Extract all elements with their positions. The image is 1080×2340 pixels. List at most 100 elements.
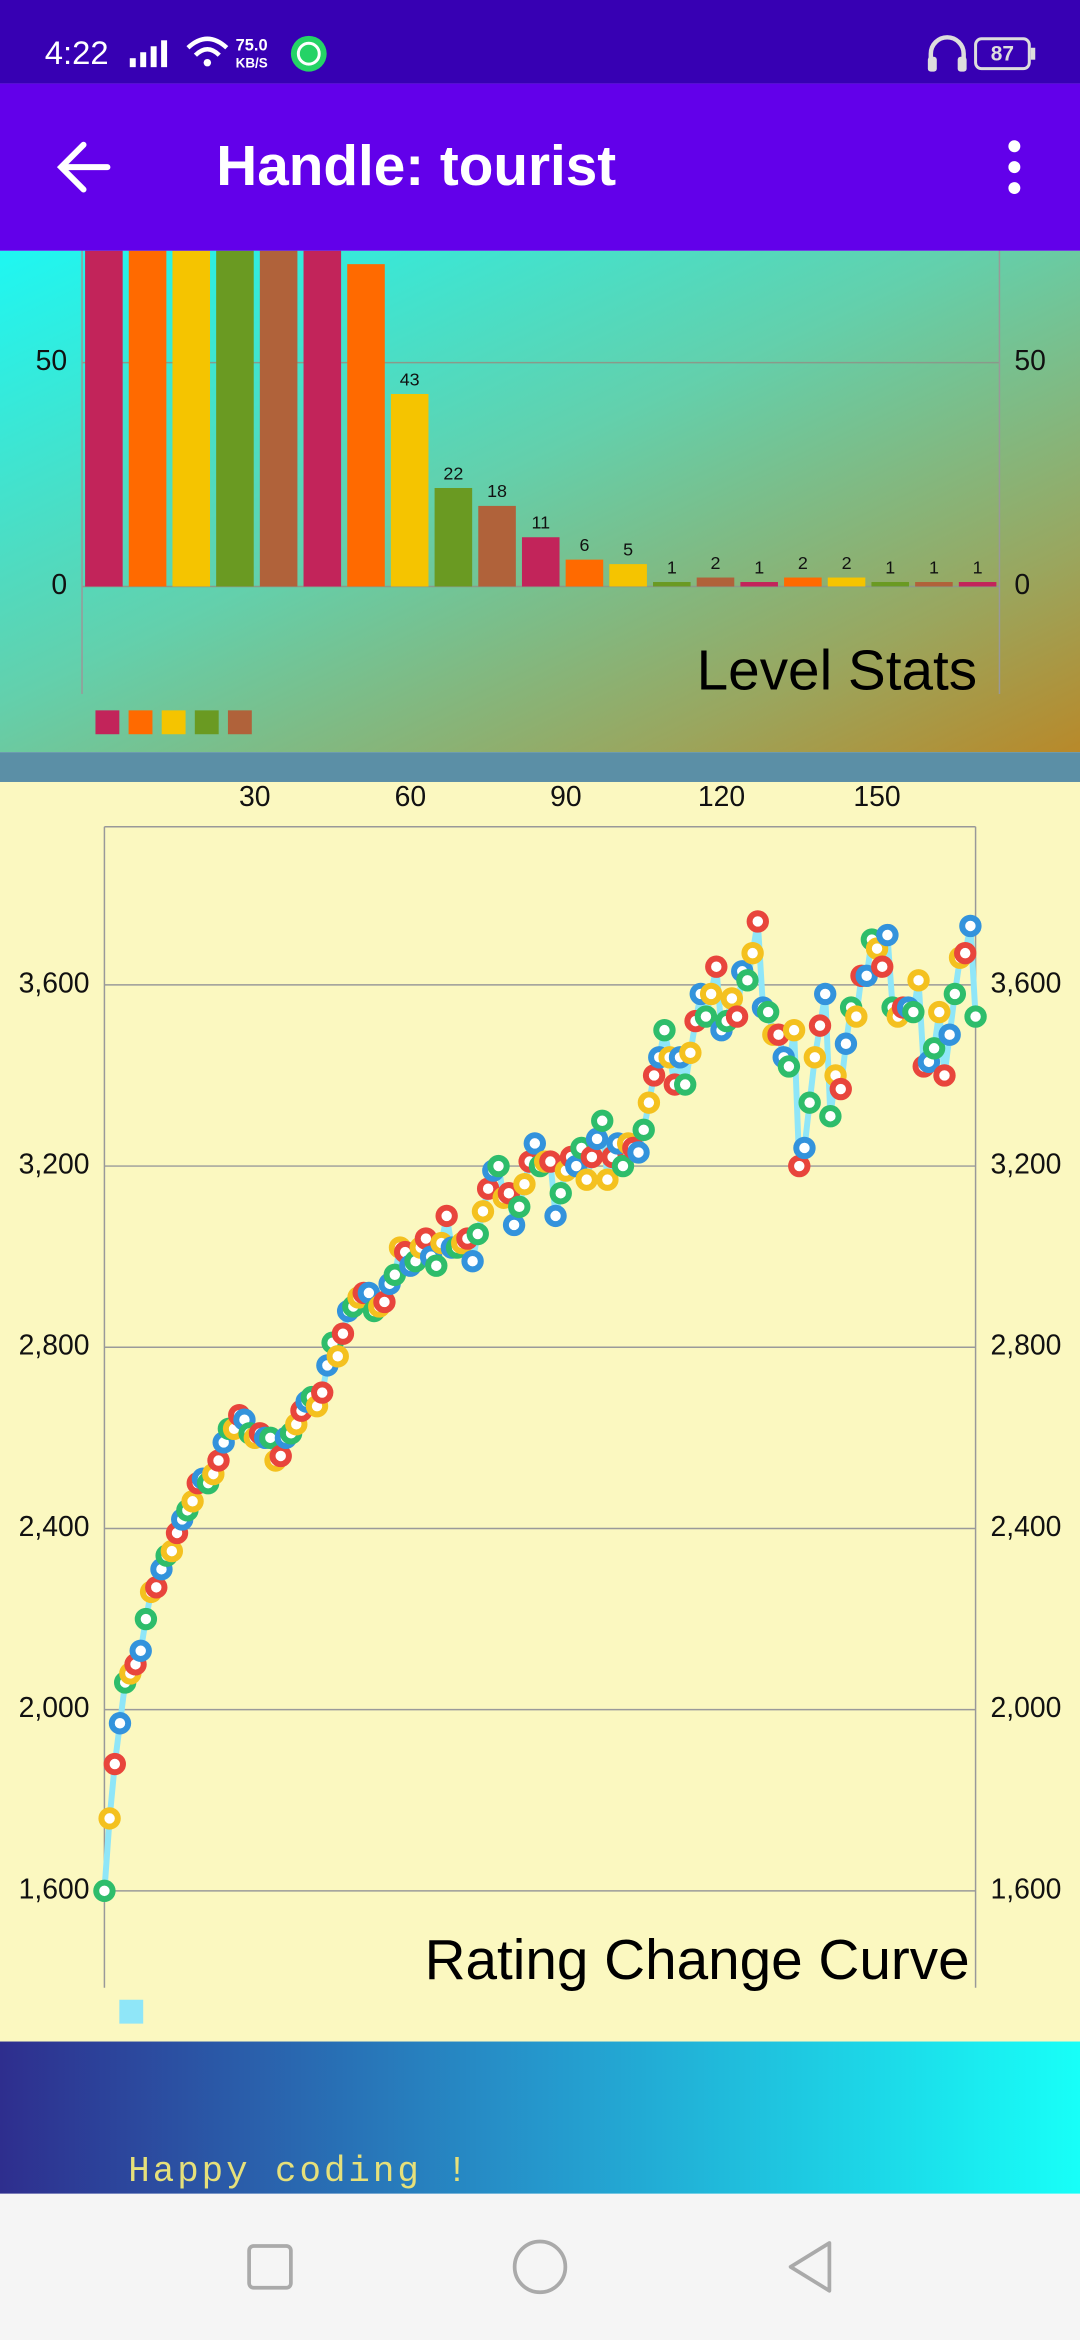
app-title: Handle: tourist bbox=[216, 135, 616, 198]
bar bbox=[827, 577, 866, 587]
rating-point bbox=[93, 1879, 116, 1903]
bar bbox=[958, 582, 997, 587]
recents-button[interactable] bbox=[247, 2244, 293, 2290]
rating-point bbox=[425, 1254, 448, 1277]
rating-point bbox=[653, 1018, 676, 1042]
menu-button[interactable] bbox=[1008, 140, 1021, 195]
chart-title: Rating Change Curve bbox=[425, 1929, 970, 1992]
rating-point bbox=[134, 1607, 158, 1631]
rating-point bbox=[834, 1032, 858, 1055]
y-tick-label: 0 bbox=[51, 569, 67, 601]
bar bbox=[85, 250, 123, 587]
footer-text: Happy coding ! bbox=[128, 2151, 470, 2192]
bar bbox=[565, 559, 604, 587]
x-tick-label: 90 bbox=[550, 781, 582, 813]
y-tick-label: 50 bbox=[36, 345, 68, 377]
home-button[interactable] bbox=[512, 2239, 568, 2295]
rating-point bbox=[777, 1055, 801, 1078]
y-tick-label: 3,600 bbox=[19, 967, 90, 999]
rating-point bbox=[627, 1141, 650, 1164]
headphone-icon bbox=[928, 35, 966, 66]
rating-point bbox=[373, 1290, 396, 1314]
rating-point bbox=[922, 1037, 946, 1060]
rating-point bbox=[502, 1213, 526, 1237]
status-bar bbox=[0, 0, 1080, 84]
rating-point bbox=[642, 1064, 666, 1087]
rating-point bbox=[331, 1322, 355, 1345]
rating-point bbox=[902, 1000, 925, 1024]
y-tick-label: 2,000 bbox=[19, 1692, 90, 1724]
whatsapp-glyph bbox=[296, 41, 321, 66]
legend-swatch bbox=[128, 710, 153, 735]
rating-point bbox=[736, 969, 759, 992]
battery-tip bbox=[1030, 47, 1036, 60]
rating-point bbox=[798, 1091, 821, 1114]
bar bbox=[216, 250, 254, 587]
rating-point bbox=[845, 1005, 868, 1028]
back-button[interactable] bbox=[56, 141, 111, 193]
rating-point bbox=[933, 1064, 956, 1087]
rating-point bbox=[539, 1150, 562, 1173]
rating-point bbox=[513, 1172, 536, 1196]
rating-point bbox=[269, 1444, 292, 1468]
rating-point bbox=[585, 1127, 609, 1151]
rating-point bbox=[108, 1712, 132, 1735]
bars bbox=[85, 250, 997, 587]
rating-point bbox=[819, 1105, 842, 1128]
y2-tick-label: 2,400 bbox=[990, 1511, 1061, 1543]
rating-point bbox=[466, 1222, 489, 1246]
x-tick-label: 150 bbox=[853, 781, 900, 813]
rating-point bbox=[699, 982, 723, 1006]
rating-point bbox=[679, 1041, 702, 1065]
rating-point bbox=[508, 1195, 531, 1219]
rating-point bbox=[160, 1539, 184, 1563]
rating-point bbox=[793, 1136, 816, 1160]
bar-value-label: 11 bbox=[531, 513, 550, 533]
rating-point bbox=[756, 1000, 780, 1024]
bar-value-label: 1 bbox=[754, 557, 764, 577]
rating-point bbox=[435, 1204, 458, 1228]
rating-point bbox=[741, 941, 764, 965]
legend-swatch bbox=[227, 710, 252, 735]
footer bbox=[0, 2041, 1080, 2194]
rating-point bbox=[575, 1168, 598, 1191]
rating-section bbox=[0, 781, 1080, 2042]
rating-point bbox=[487, 1154, 510, 1178]
bar bbox=[915, 582, 953, 587]
y2-tick-label: 2,800 bbox=[990, 1330, 1061, 1362]
rating-point bbox=[98, 1807, 121, 1830]
rating-point bbox=[326, 1345, 349, 1368]
bar bbox=[347, 264, 385, 587]
back-nav-button[interactable] bbox=[788, 2241, 832, 2293]
rating-point bbox=[311, 1381, 334, 1404]
rating-point bbox=[871, 955, 894, 978]
rating-point bbox=[207, 1449, 230, 1472]
rating-point bbox=[746, 910, 769, 933]
nav-bar bbox=[0, 2193, 1080, 2340]
bar bbox=[128, 250, 167, 587]
y-tick-label: 2,400 bbox=[19, 1511, 90, 1543]
wifi-icon bbox=[186, 36, 229, 57]
bar bbox=[434, 487, 473, 587]
y2-tick-label: 0 bbox=[1014, 569, 1030, 601]
bar bbox=[740, 582, 778, 587]
rating-point bbox=[549, 1182, 572, 1205]
wifi-dot bbox=[203, 58, 212, 67]
rating-point bbox=[497, 1182, 521, 1205]
legend-swatch bbox=[95, 710, 120, 735]
bar bbox=[521, 537, 560, 587]
rating-point bbox=[383, 1263, 406, 1286]
rating-point bbox=[803, 1046, 827, 1069]
rating-point bbox=[782, 1018, 806, 1042]
bar-value-label: 5 bbox=[623, 539, 633, 559]
bar-value-label: 1 bbox=[667, 557, 677, 577]
rating-point bbox=[928, 1000, 951, 1024]
bar bbox=[784, 577, 822, 587]
rating-point bbox=[632, 1118, 655, 1142]
rating-point bbox=[129, 1639, 152, 1662]
y2-tick-label: 2,000 bbox=[990, 1692, 1061, 1724]
status-time: 4:22 bbox=[45, 34, 109, 71]
